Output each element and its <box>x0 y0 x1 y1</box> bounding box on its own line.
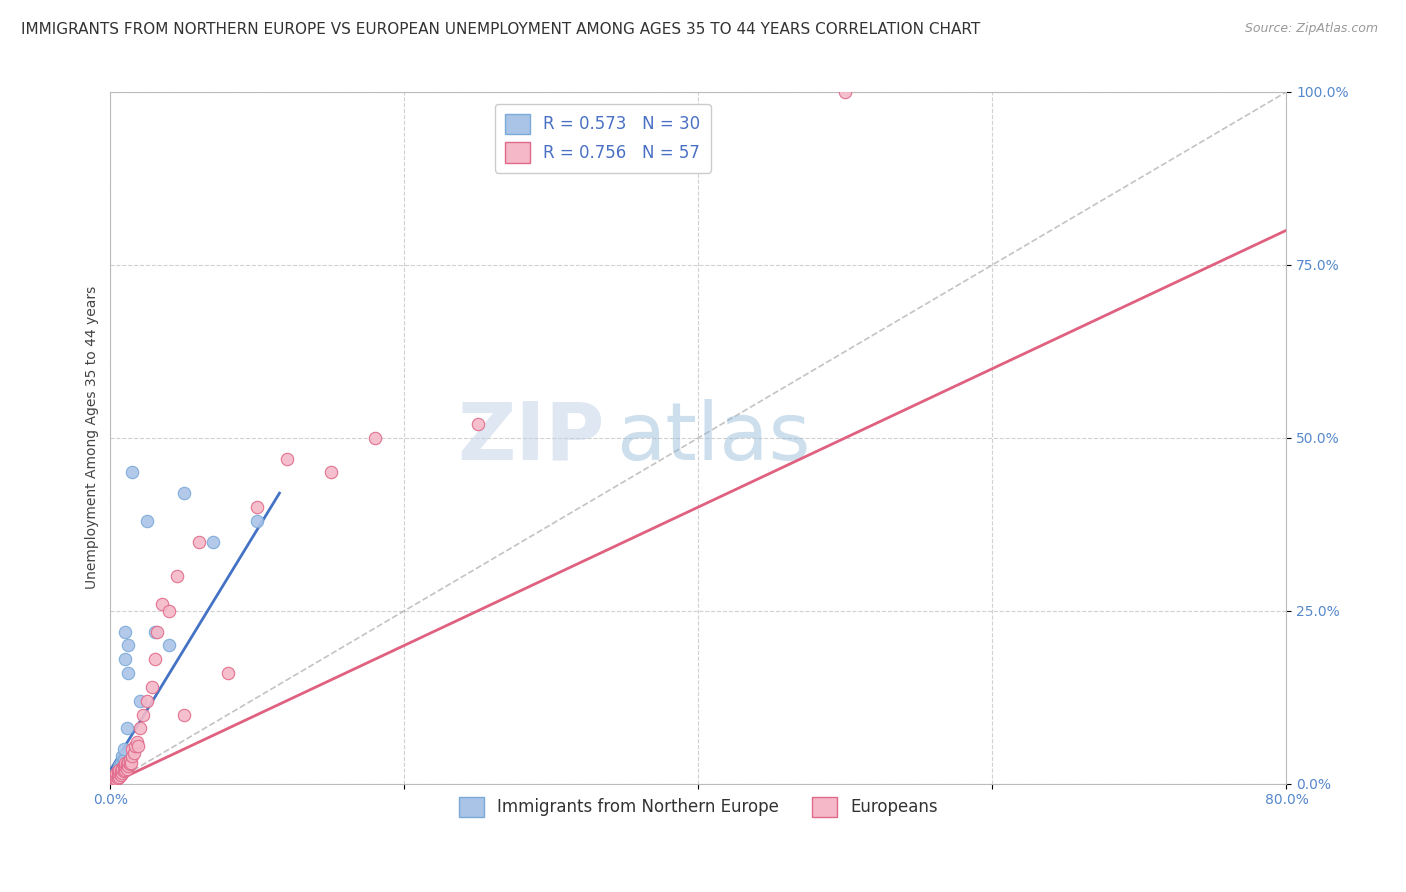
Point <box>110 768 132 782</box>
Point <box>146 624 169 639</box>
Point <box>101 772 124 787</box>
Point <box>157 604 180 618</box>
Point <box>143 652 166 666</box>
Point <box>108 770 131 784</box>
Point <box>127 739 149 753</box>
Point <box>104 773 127 788</box>
Point <box>107 771 129 785</box>
Point <box>103 771 125 785</box>
Point <box>187 534 209 549</box>
Point <box>136 514 159 528</box>
Point <box>107 768 129 782</box>
Point <box>132 707 155 722</box>
Point <box>166 569 188 583</box>
Point <box>105 766 128 780</box>
Point <box>108 766 131 780</box>
Point <box>125 735 148 749</box>
Point <box>143 624 166 639</box>
Point <box>467 417 489 431</box>
Point <box>103 770 125 784</box>
Point <box>117 666 139 681</box>
Point <box>108 763 131 777</box>
Point <box>319 466 342 480</box>
Point <box>114 652 136 666</box>
Point <box>150 597 173 611</box>
Text: Source: ZipAtlas.com: Source: ZipAtlas.com <box>1244 22 1378 36</box>
Point <box>112 742 135 756</box>
Point <box>112 752 135 766</box>
Point <box>173 486 195 500</box>
Point <box>111 759 134 773</box>
Point <box>246 514 269 528</box>
Point <box>115 757 138 772</box>
Point <box>110 763 132 777</box>
Point <box>202 534 225 549</box>
Point <box>112 764 135 779</box>
Point <box>117 759 139 773</box>
Point <box>364 431 387 445</box>
Point <box>834 85 856 99</box>
Point <box>105 766 128 780</box>
Legend: Immigrants from Northern Europe, Europeans: Immigrants from Northern Europe, Europea… <box>451 790 945 824</box>
Point <box>246 500 269 514</box>
Point <box>114 756 136 770</box>
Point <box>115 762 138 776</box>
Point <box>115 722 138 736</box>
Point <box>104 768 127 782</box>
Point <box>101 773 124 788</box>
Point <box>276 451 298 466</box>
Text: ZIP: ZIP <box>457 399 605 477</box>
Point <box>217 666 239 681</box>
Point <box>118 752 141 766</box>
Point <box>157 638 180 652</box>
Point <box>103 774 125 789</box>
Point <box>103 771 125 785</box>
Point <box>110 764 132 779</box>
Point <box>121 742 143 756</box>
Point <box>112 759 135 773</box>
Point <box>141 680 163 694</box>
Point <box>104 770 127 784</box>
Point <box>105 772 128 786</box>
Point <box>124 739 146 753</box>
Point <box>114 759 136 773</box>
Point <box>114 763 136 777</box>
Point <box>121 749 143 764</box>
Point <box>107 768 129 782</box>
Point <box>122 746 145 760</box>
Point <box>101 774 124 789</box>
Point <box>111 762 134 776</box>
Point <box>110 756 132 770</box>
Point <box>105 772 128 786</box>
Y-axis label: Unemployment Among Ages 35 to 44 years: Unemployment Among Ages 35 to 44 years <box>86 286 100 590</box>
Point <box>117 755 139 769</box>
Point <box>107 764 129 779</box>
Point <box>136 694 159 708</box>
Point <box>104 771 127 785</box>
Point <box>117 638 139 652</box>
Point <box>108 759 131 773</box>
Point <box>128 694 150 708</box>
Point <box>114 624 136 639</box>
Point <box>128 722 150 736</box>
Point <box>111 766 134 780</box>
Point <box>105 769 128 783</box>
Point <box>120 756 142 770</box>
Point <box>111 749 134 764</box>
Text: IMMIGRANTS FROM NORTHERN EUROPE VS EUROPEAN UNEMPLOYMENT AMONG AGES 35 TO 44 YEA: IMMIGRANTS FROM NORTHERN EUROPE VS EUROP… <box>21 22 980 37</box>
Point <box>173 707 195 722</box>
Point <box>107 763 129 777</box>
Point <box>104 773 127 788</box>
Point <box>121 466 143 480</box>
Text: atlas: atlas <box>616 399 810 477</box>
Point <box>108 764 131 779</box>
Point <box>118 757 141 772</box>
Point <box>103 774 125 789</box>
